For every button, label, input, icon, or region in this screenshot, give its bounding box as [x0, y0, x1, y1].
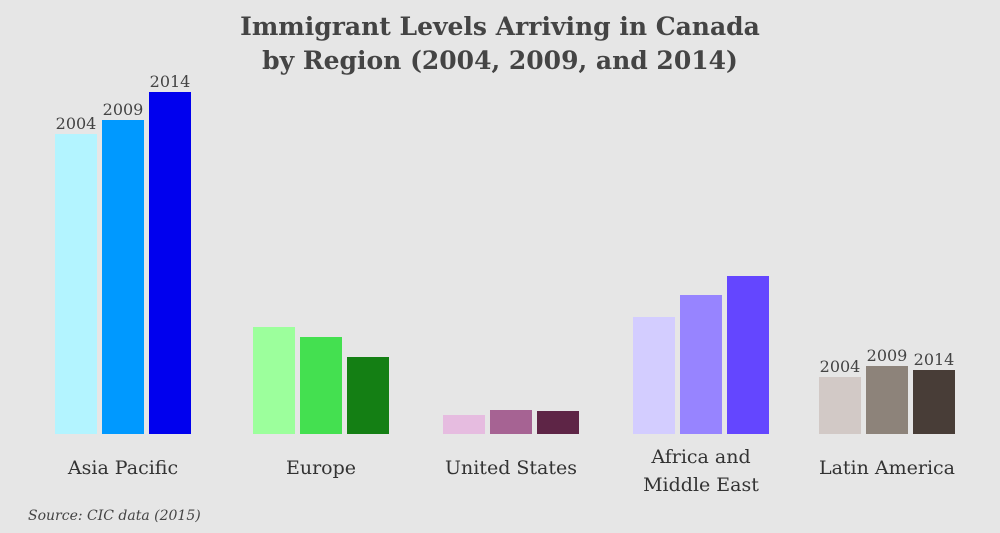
source-note: Source: CIC data (2015)	[28, 508, 201, 524]
data-label-asia-pacific-2009: 2009	[103, 100, 144, 119]
data-label-latin-america-2004: 2004	[820, 357, 861, 376]
chart-title-line-2: by Region (2004, 2009, and 2014)	[262, 46, 738, 75]
bar-africa-and-middle-east-2009	[680, 295, 722, 434]
category-label-africa-and-middle-east-line-2: Middle East	[643, 474, 759, 496]
data-label-latin-america-2014: 2014	[914, 350, 955, 369]
bar-europe-2004	[253, 327, 295, 434]
data-label-latin-america-2009: 2009	[867, 346, 908, 365]
bar-united-states-2004	[443, 415, 485, 434]
bar-united-states-2009	[490, 410, 532, 434]
bar-africa-and-middle-east-2014	[727, 276, 769, 434]
chart-title: Immigrant Levels Arriving in Canada by R…	[0, 10, 1000, 78]
bar-latin-america-2009	[866, 366, 908, 434]
bar-latin-america-2004	[819, 377, 861, 434]
category-label-latin-america: Latin America	[819, 457, 955, 479]
category-label-asia-pacific: Asia Pacific	[67, 457, 178, 479]
bar-latin-america-2014	[913, 370, 955, 434]
bar-asia-pacific-2004	[55, 134, 97, 434]
category-label-united-states: United States	[445, 457, 577, 479]
data-label-asia-pacific-2014: 2014	[150, 72, 191, 91]
bar-europe-2014	[347, 357, 389, 434]
bar-asia-pacific-2009	[102, 120, 144, 434]
data-label-asia-pacific-2004: 2004	[56, 114, 97, 133]
bar-asia-pacific-2014	[149, 92, 191, 434]
category-label-europe: Europe	[286, 457, 356, 479]
bar-united-states-2014	[537, 411, 579, 434]
bar-europe-2009	[300, 337, 342, 434]
category-label-africa-and-middle-east-line-1: Africa and	[650, 446, 750, 468]
chart-title-line-1: Immigrant Levels Arriving in Canada	[240, 12, 760, 41]
bar-africa-and-middle-east-2004	[633, 317, 675, 434]
